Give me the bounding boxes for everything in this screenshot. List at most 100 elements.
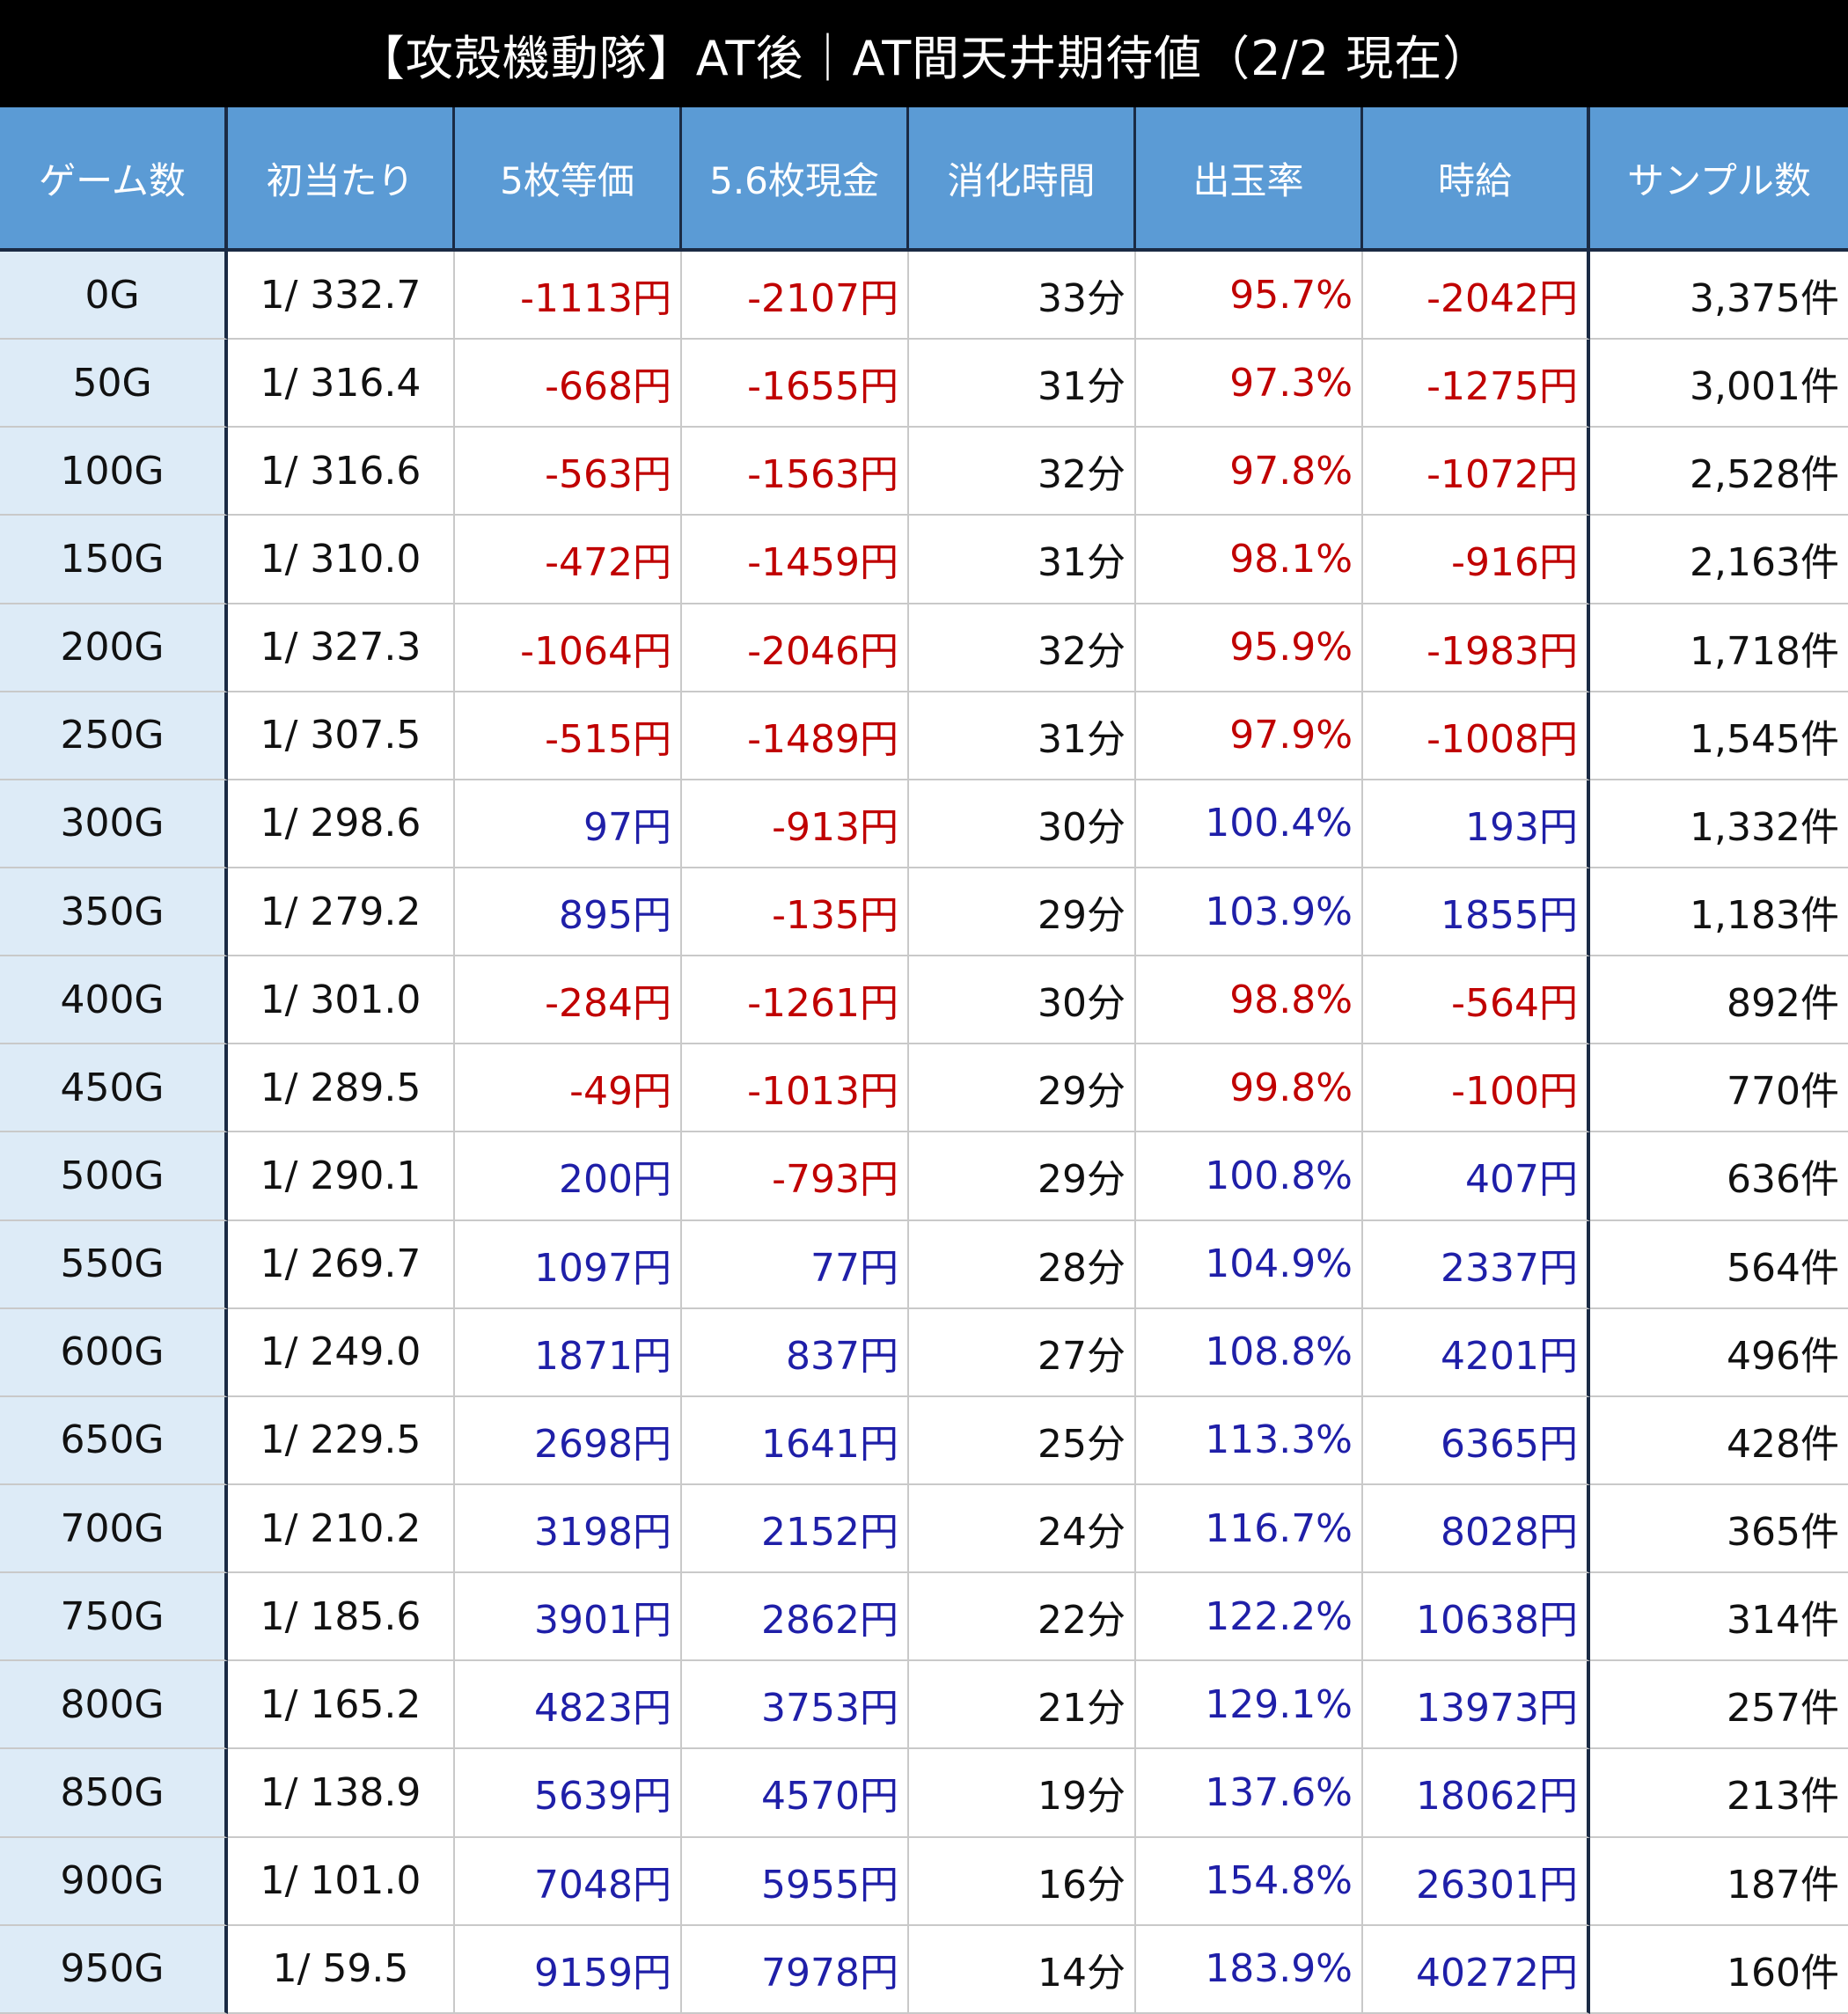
header-hourly-wage: 時給: [1363, 107, 1590, 252]
cell-game-count: 350G: [0, 868, 228, 957]
cell-play-time: 27分: [909, 1308, 1136, 1397]
cell-play-time: 28分: [909, 1220, 1136, 1309]
cell-5coin-equivalent: -563円: [455, 428, 682, 516]
cell-game-count: 950G: [0, 1925, 228, 2014]
cell-payout-rate: 98.8%: [1136, 956, 1363, 1045]
cell-game-count: 400G: [0, 956, 228, 1045]
cell-5coin-equivalent: 2698円: [455, 1396, 682, 1485]
cell-first-hit: 1/ 229.5: [228, 1396, 455, 1485]
cell-hourly-wage: -2042円: [1363, 252, 1590, 341]
cell-hourly-wage: 18062円: [1363, 1749, 1590, 1838]
cell-payout-rate: 104.9%: [1136, 1220, 1363, 1309]
cell-5-6coin-cash: -1261円: [682, 956, 909, 1045]
cell-5-6coin-cash: 837円: [682, 1308, 909, 1397]
cell-hourly-wage: 407円: [1363, 1132, 1590, 1221]
cell-5coin-equivalent: -515円: [455, 692, 682, 780]
cell-sample-count: 428件: [1590, 1396, 1848, 1485]
cell-hourly-wage: 193円: [1363, 780, 1590, 868]
cell-play-time: 14分: [909, 1925, 1136, 2014]
cell-payout-rate: 108.8%: [1136, 1308, 1363, 1397]
cell-sample-count: 2,528件: [1590, 428, 1848, 516]
cell-hourly-wage: -1008円: [1363, 692, 1590, 780]
cell-payout-rate: 116.7%: [1136, 1484, 1363, 1574]
cell-payout-rate: 100.4%: [1136, 780, 1363, 868]
cell-payout-rate: 183.9%: [1136, 1925, 1363, 2014]
cell-5-6coin-cash: -913円: [682, 780, 909, 868]
cell-5coin-equivalent: 3901円: [455, 1573, 682, 1662]
cell-5coin-equivalent: 1871円: [455, 1308, 682, 1397]
cell-first-hit: 1/ 327.3: [228, 604, 455, 692]
header-5coin-equivalent: 5枚等価: [455, 107, 682, 252]
cell-5-6coin-cash: -1655円: [682, 340, 909, 428]
cell-hourly-wage: 2337円: [1363, 1220, 1590, 1309]
cell-first-hit: 1/ 310.0: [228, 516, 455, 604]
cell-5coin-equivalent: -1064円: [455, 604, 682, 692]
cell-first-hit: 1/ 307.5: [228, 692, 455, 780]
cell-first-hit: 1/ 301.0: [228, 956, 455, 1045]
cell-5coin-equivalent: 200円: [455, 1132, 682, 1221]
cell-5-6coin-cash: -2046円: [682, 604, 909, 692]
cell-payout-rate: 129.1%: [1136, 1661, 1363, 1750]
cell-game-count: 100G: [0, 428, 228, 516]
cell-first-hit: 1/ 290.1: [228, 1132, 455, 1221]
cell-game-count: 450G: [0, 1044, 228, 1133]
cell-first-hit: 1/ 165.2: [228, 1661, 455, 1750]
cell-first-hit: 1/ 316.6: [228, 428, 455, 516]
cell-sample-count: 3,375件: [1590, 252, 1848, 341]
cell-game-count: 150G: [0, 516, 228, 604]
cell-first-hit: 1/ 279.2: [228, 868, 455, 957]
cell-hourly-wage: 1855円: [1363, 868, 1590, 957]
cell-payout-rate: 95.7%: [1136, 252, 1363, 341]
cell-payout-rate: 113.3%: [1136, 1396, 1363, 1485]
header-5-6coin-cash: 5.6枚現金: [682, 107, 909, 252]
cell-sample-count: 213件: [1590, 1749, 1848, 1838]
cell-5-6coin-cash: 5955円: [682, 1837, 909, 1926]
page-title: 【攻殻機動隊】AT後｜AT間天井期待値（2/2 現在）: [356, 30, 1492, 86]
cell-first-hit: 1/ 101.0: [228, 1837, 455, 1926]
cell-sample-count: 1,183件: [1590, 868, 1848, 957]
cell-sample-count: 636件: [1590, 1132, 1848, 1221]
cell-play-time: 19分: [909, 1749, 1136, 1838]
cell-hourly-wage: -1983円: [1363, 604, 1590, 692]
cell-play-time: 31分: [909, 692, 1136, 780]
cell-payout-rate: 137.6%: [1136, 1749, 1363, 1838]
cell-play-time: 32分: [909, 604, 1136, 692]
cell-5-6coin-cash: -1489円: [682, 692, 909, 780]
cell-sample-count: 770件: [1590, 1044, 1848, 1133]
header-first-hit: 初当たり: [228, 107, 455, 252]
cell-first-hit: 1/ 316.4: [228, 340, 455, 428]
cell-5-6coin-cash: -793円: [682, 1132, 909, 1221]
cell-payout-rate: 97.3%: [1136, 340, 1363, 428]
cell-first-hit: 1/ 249.0: [228, 1308, 455, 1397]
cell-sample-count: 496件: [1590, 1308, 1848, 1397]
cell-hourly-wage: 13973円: [1363, 1661, 1590, 1750]
cell-first-hit: 1/ 210.2: [228, 1484, 455, 1574]
cell-game-count: 800G: [0, 1661, 228, 1750]
cell-5-6coin-cash: 1641円: [682, 1396, 909, 1485]
cell-5-6coin-cash: 2152円: [682, 1484, 909, 1574]
cell-sample-count: 1,718件: [1590, 604, 1848, 692]
cell-5coin-equivalent: 9159円: [455, 1925, 682, 2014]
cell-sample-count: 365件: [1590, 1484, 1848, 1574]
cell-payout-rate: 98.1%: [1136, 516, 1363, 604]
cell-5coin-equivalent: 7048円: [455, 1837, 682, 1926]
cell-first-hit: 1/ 59.5: [228, 1925, 455, 2014]
cell-game-count: 300G: [0, 780, 228, 868]
cell-play-time: 22分: [909, 1573, 1136, 1662]
cell-sample-count: 2,163件: [1590, 516, 1848, 604]
cell-game-count: 700G: [0, 1484, 228, 1574]
cell-payout-rate: 95.9%: [1136, 604, 1363, 692]
cell-hourly-wage: 26301円: [1363, 1837, 1590, 1926]
cell-game-count: 900G: [0, 1837, 228, 1926]
cell-play-time: 21分: [909, 1661, 1136, 1750]
cell-sample-count: 564件: [1590, 1220, 1848, 1309]
cell-game-count: 0G: [0, 252, 228, 341]
cell-5-6coin-cash: -1459円: [682, 516, 909, 604]
cell-play-time: 31分: [909, 340, 1136, 428]
cell-sample-count: 160件: [1590, 1925, 1848, 2014]
cell-5coin-equivalent: 4823円: [455, 1661, 682, 1750]
cell-first-hit: 1/ 332.7: [228, 252, 455, 341]
cell-sample-count: 3,001件: [1590, 340, 1848, 428]
cell-sample-count: 314件: [1590, 1573, 1848, 1662]
